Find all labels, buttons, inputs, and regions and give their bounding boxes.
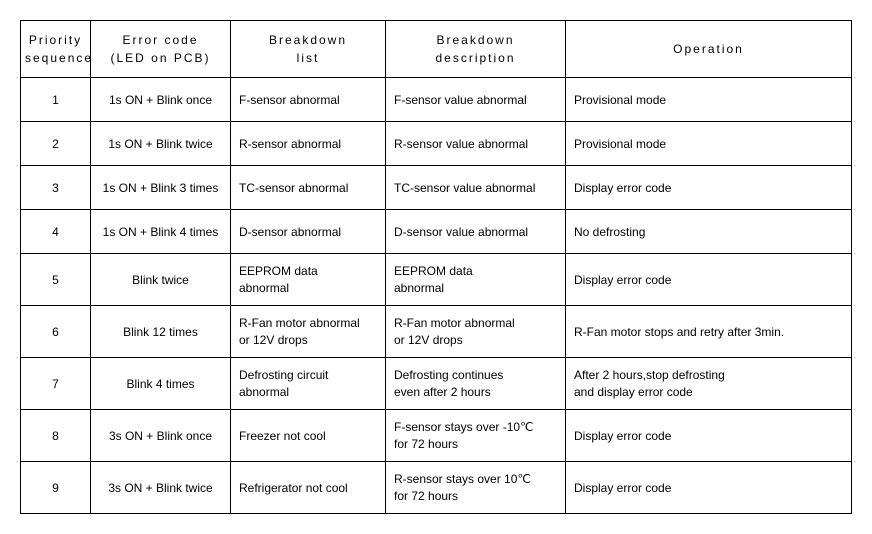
table-body: 1 1s ON + Blink once F-sensor abnormal F… — [21, 78, 852, 514]
table-row: 5 Blink twice EEPROM dataabnormal EEPROM… — [21, 254, 852, 306]
cell-operation: Display error code — [566, 462, 852, 514]
header-operation: Operation — [566, 21, 852, 78]
table-row: 4 1s ON + Blink 4 times D-sensor abnorma… — [21, 210, 852, 254]
cell-error-code: 1s ON + Blink 3 times — [91, 166, 231, 210]
cell-operation: Provisional mode — [566, 122, 852, 166]
cell-error-code: 1s ON + Blink once — [91, 78, 231, 122]
cell-breakdown-desc: Defrosting continueseven after 2 hours — [386, 358, 566, 410]
cell-error-code: 3s ON + Blink once — [91, 410, 231, 462]
header-label: list — [297, 51, 320, 65]
error-code-table: Priority sequence Error code (LED on PCB… — [20, 20, 852, 514]
cell-priority: 8 — [21, 410, 91, 462]
table-row: 9 3s ON + Blink twice Refrigerator not c… — [21, 462, 852, 514]
cell-breakdown-list: TC-sensor abnormal — [231, 166, 386, 210]
header-priority: Priority sequence — [21, 21, 91, 78]
cell-operation: R-Fan motor stops and retry after 3min. — [566, 306, 852, 358]
cell-operation: After 2 hours,stop defrostingand display… — [566, 358, 852, 410]
cell-error-code: 3s ON + Blink twice — [91, 462, 231, 514]
cell-breakdown-list: Freezer not cool — [231, 410, 386, 462]
header-label: Breakdown — [269, 33, 347, 47]
cell-breakdown-list: D-sensor abnormal — [231, 210, 386, 254]
cell-breakdown-desc: R-Fan motor abnormalor 12V drops — [386, 306, 566, 358]
header-label: Priority — [29, 33, 82, 47]
header-label: description — [435, 51, 515, 65]
cell-breakdown-desc: F-sensor stays over -10℃for 72 hours — [386, 410, 566, 462]
header-label: Breakdown — [436, 33, 514, 47]
cell-priority: 3 — [21, 166, 91, 210]
cell-error-code: 1s ON + Blink twice — [91, 122, 231, 166]
table-row: 1 1s ON + Blink once F-sensor abnormal F… — [21, 78, 852, 122]
cell-operation: Provisional mode — [566, 78, 852, 122]
table-row: 8 3s ON + Blink once Freezer not cool F-… — [21, 410, 852, 462]
cell-breakdown-list: F-sensor abnormal — [231, 78, 386, 122]
cell-breakdown-list: Refrigerator not cool — [231, 462, 386, 514]
cell-operation: Display error code — [566, 166, 852, 210]
header-breakdown-list: Breakdown list — [231, 21, 386, 78]
header-label: sequence — [25, 51, 93, 65]
header-breakdown-desc: Breakdown description — [386, 21, 566, 78]
cell-priority: 2 — [21, 122, 91, 166]
cell-error-code: Blink 4 times — [91, 358, 231, 410]
cell-error-code: 1s ON + Blink 4 times — [91, 210, 231, 254]
header-label: Error code — [122, 33, 198, 47]
cell-breakdown-desc: EEPROM dataabnormal — [386, 254, 566, 306]
header-row: Priority sequence Error code (LED on PCB… — [21, 21, 852, 78]
header-error-code: Error code (LED on PCB) — [91, 21, 231, 78]
cell-priority: 1 — [21, 78, 91, 122]
cell-breakdown-desc: R-sensor stays over 10℃for 72 hours — [386, 462, 566, 514]
header-label: (LED on PCB) — [110, 51, 210, 65]
cell-operation: Display error code — [566, 254, 852, 306]
table-row: 2 1s ON + Blink twice R-sensor abnormal … — [21, 122, 852, 166]
cell-breakdown-list: EEPROM dataabnormal — [231, 254, 386, 306]
table-row: 3 1s ON + Blink 3 times TC-sensor abnorm… — [21, 166, 852, 210]
table-header: Priority sequence Error code (LED on PCB… — [21, 21, 852, 78]
cell-priority: 4 — [21, 210, 91, 254]
cell-breakdown-desc: F-sensor value abnormal — [386, 78, 566, 122]
header-label: Operation — [673, 42, 744, 56]
cell-error-code: Blink twice — [91, 254, 231, 306]
cell-priority: 9 — [21, 462, 91, 514]
cell-error-code: Blink 12 times — [91, 306, 231, 358]
cell-breakdown-desc: R-sensor value abnormal — [386, 122, 566, 166]
table-row: 7 Blink 4 times Defrosting circuitabnorm… — [21, 358, 852, 410]
cell-priority: 5 — [21, 254, 91, 306]
cell-breakdown-list: Defrosting circuitabnormal — [231, 358, 386, 410]
cell-breakdown-list: R-sensor abnormal — [231, 122, 386, 166]
cell-priority: 6 — [21, 306, 91, 358]
cell-breakdown-list: R-Fan motor abnormalor 12V drops — [231, 306, 386, 358]
cell-operation: No defrosting — [566, 210, 852, 254]
cell-priority: 7 — [21, 358, 91, 410]
cell-breakdown-desc: D-sensor value abnormal — [386, 210, 566, 254]
cell-operation: Display error code — [566, 410, 852, 462]
cell-breakdown-desc: TC-sensor value abnormal — [386, 166, 566, 210]
table-row: 6 Blink 12 times R-Fan motor abnormalor … — [21, 306, 852, 358]
